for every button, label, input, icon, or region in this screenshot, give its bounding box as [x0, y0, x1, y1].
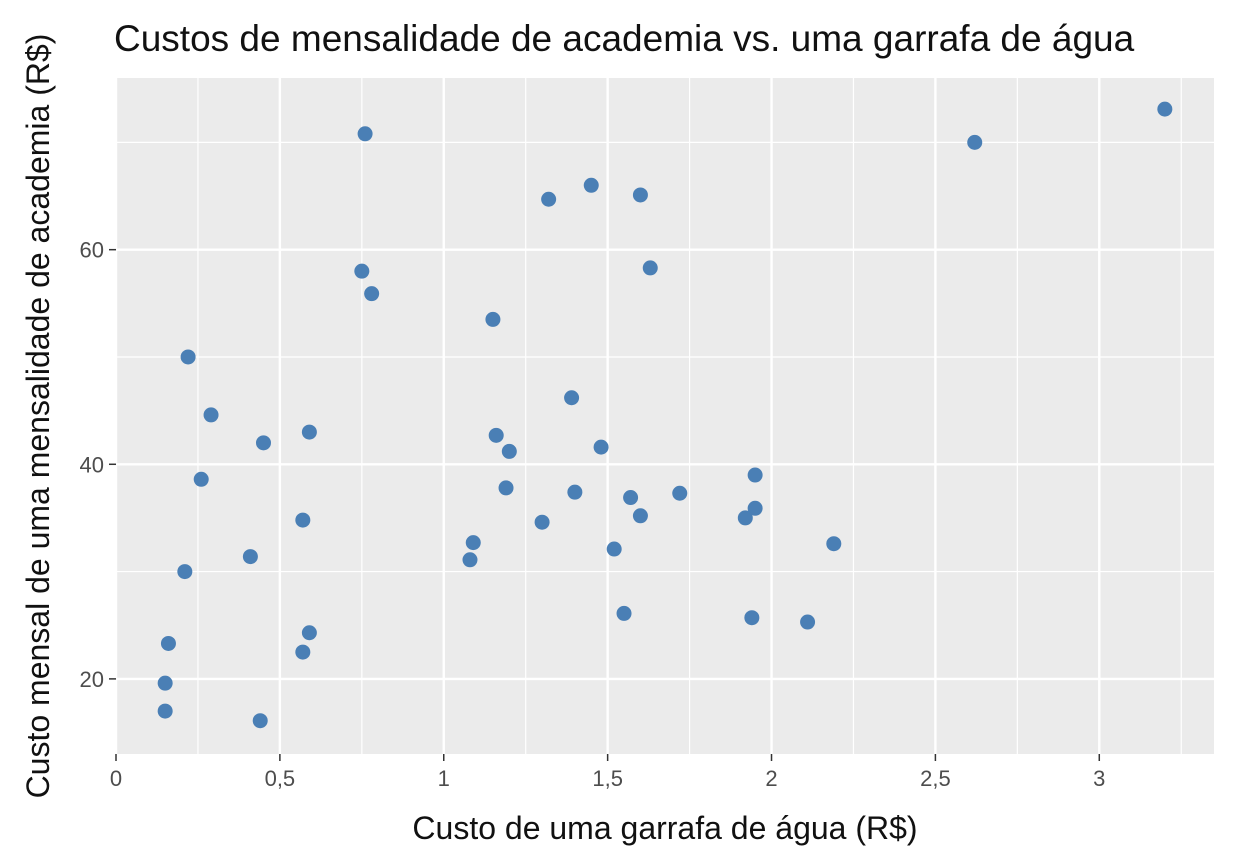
minor-gridlines: [116, 78, 1214, 754]
data-point: [564, 390, 580, 406]
data-point: [354, 263, 370, 279]
major-gridlines: [114, 78, 1214, 754]
data-point: [498, 480, 514, 496]
data-point: [160, 635, 176, 651]
data-point: [967, 134, 983, 150]
data-point: [242, 549, 258, 565]
data-point: [485, 311, 501, 327]
data-point: [157, 703, 173, 719]
data-points: [157, 101, 1173, 729]
data-point: [193, 471, 209, 487]
data-point: [534, 514, 550, 530]
data-point: [632, 187, 648, 203]
data-point: [583, 177, 599, 193]
x-axis: 0 0,5 1 1,5 2 2,5 3: [110, 754, 1105, 791]
data-point: [301, 424, 317, 440]
data-point: [488, 427, 504, 443]
data-point: [826, 536, 842, 552]
data-point: [744, 610, 760, 626]
x-tick-label: 1: [438, 766, 450, 791]
data-point: [737, 510, 753, 526]
x-axis-title: Custo de uma garrafa de água (R$): [412, 810, 917, 846]
data-point: [1157, 101, 1173, 117]
data-point: [180, 349, 196, 365]
data-point: [177, 564, 193, 580]
data-point: [672, 485, 688, 501]
y-tick-label: 60: [80, 238, 104, 263]
x-tick-label: 2,5: [920, 766, 951, 791]
x-tick-label: 2: [765, 766, 777, 791]
x-tick-label: 0,5: [265, 766, 296, 791]
data-point: [255, 435, 271, 451]
plot-panel: [116, 78, 1214, 754]
data-point: [301, 625, 317, 641]
y-axis: 20 40 60: [80, 238, 116, 692]
chart-title: Custos de mensalidade de academia vs. um…: [114, 18, 1135, 59]
x-tick-label: 1,5: [592, 766, 623, 791]
data-point: [541, 191, 557, 207]
data-point: [252, 713, 268, 729]
x-tick-label: 0: [110, 766, 122, 791]
data-point: [747, 500, 763, 516]
data-point: [357, 126, 373, 142]
data-point: [593, 439, 609, 455]
data-point: [465, 535, 481, 551]
data-point: [501, 443, 517, 459]
data-point: [616, 605, 632, 621]
data-point: [632, 508, 648, 524]
x-tick-label: 3: [1093, 766, 1105, 791]
data-point: [295, 512, 311, 528]
data-point: [462, 552, 478, 568]
data-point: [203, 407, 219, 423]
data-point: [606, 541, 622, 557]
data-point: [295, 644, 311, 660]
y-axis-title: Custo mensal de uma mensalidade de acade…: [20, 34, 56, 799]
data-point: [623, 490, 639, 506]
y-tick-label: 40: [80, 452, 104, 477]
data-point: [157, 675, 173, 691]
data-point: [642, 260, 658, 276]
y-tick-label: 20: [80, 667, 104, 692]
data-point: [800, 614, 816, 630]
data-point: [747, 467, 763, 483]
data-point: [364, 286, 380, 302]
data-point: [567, 484, 583, 500]
